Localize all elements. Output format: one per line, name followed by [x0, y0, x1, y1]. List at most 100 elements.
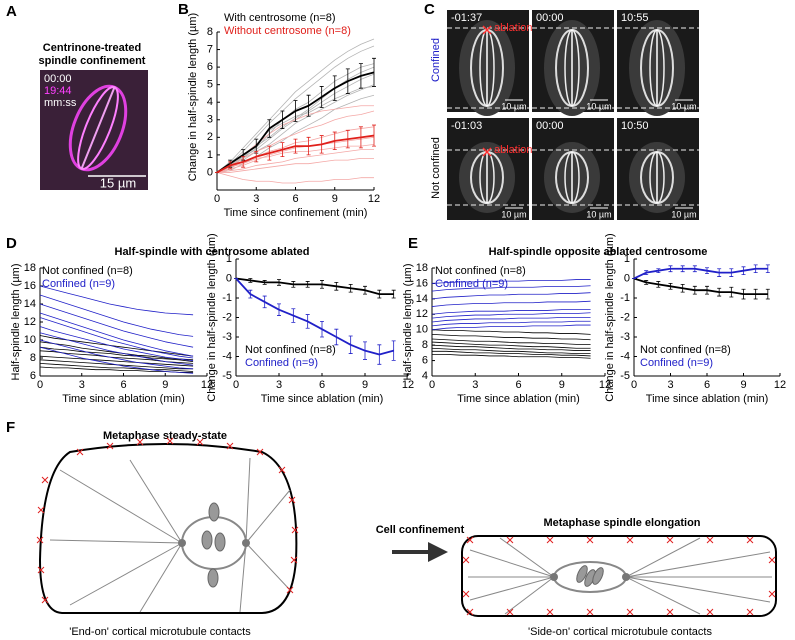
x-tick-label: 9	[740, 379, 746, 391]
arrowhead	[428, 542, 448, 562]
contact-mark	[41, 596, 49, 604]
x-tick-label: 12	[201, 379, 213, 391]
y-tick-label: -1	[222, 292, 232, 304]
row-label: Not confined	[430, 137, 442, 199]
x-tick-label: 12	[599, 379, 611, 391]
y-tick-label: 14	[416, 293, 428, 305]
y-tick-label: 16	[416, 277, 428, 289]
scale-bar-label: 15 µm	[100, 175, 136, 190]
legend-label: Confined (n=9)	[640, 357, 713, 369]
trace-line	[431, 309, 591, 315]
error-bar	[372, 57, 376, 87]
y-tick-label: 4	[422, 370, 428, 382]
x-tick-label: 6	[292, 193, 298, 205]
trace-line	[431, 316, 591, 323]
trace-line	[216, 172, 374, 184]
y-tick-label: 2	[207, 131, 213, 143]
contact-mark	[41, 476, 49, 484]
contact-mark	[666, 536, 674, 544]
legend-label: Confined (n=9)	[42, 278, 115, 290]
diagram-title: Metaphase spindle elongation	[543, 517, 700, 529]
trace-line	[39, 332, 194, 366]
y-tick-label: 14	[24, 298, 36, 310]
x-tick-label: 3	[253, 193, 259, 205]
x-tick-label: 6	[515, 379, 521, 391]
contact-mark	[37, 506, 45, 514]
diagram-title: Metaphase steady-state	[103, 430, 227, 442]
contact-mark	[546, 536, 554, 544]
y-tick-label: -2	[222, 311, 232, 323]
y-tick-label: -2	[620, 311, 630, 323]
x-tick-label: 0	[631, 379, 637, 391]
micrograph	[40, 70, 148, 190]
panel-title: Half-spindle with centrosome ablated	[115, 246, 310, 258]
contact-mark	[290, 556, 298, 564]
x-tick-label: 0	[214, 193, 220, 205]
x-tick-label: 0	[37, 379, 43, 391]
y-axis-label: Change in half-spindle length (µm)	[604, 233, 616, 401]
y-tick-label: 7	[207, 43, 213, 55]
trace-line	[431, 344, 591, 351]
microtubules	[468, 537, 772, 615]
spindle	[80, 86, 116, 170]
x-axis-label: Time since ablation (min)	[62, 393, 184, 405]
timestamp: 19:44	[44, 85, 72, 97]
mean-line	[235, 277, 394, 296]
x-tick-label: 0	[429, 379, 435, 391]
contact-mark	[226, 442, 234, 450]
contact-mark	[291, 526, 299, 534]
x-tick-label: 6	[120, 379, 126, 391]
legend-label: Not confined (n=8)	[42, 265, 133, 277]
y-tick-label: -4	[222, 350, 232, 362]
trace-line	[431, 341, 591, 349]
scale-bar-label: 10 µm	[586, 101, 611, 111]
y-tick-label: 12	[416, 308, 428, 320]
trace-line	[431, 279, 591, 284]
x-tick-label: 12	[774, 379, 786, 391]
y-tick-label: 0	[226, 272, 232, 284]
centrosome	[178, 539, 186, 547]
y-tick-label: 12	[24, 316, 36, 328]
legend-label: Confined (n=9)	[245, 357, 318, 369]
contact-mark	[768, 590, 776, 598]
contact-mark	[136, 438, 144, 446]
chromosomes	[201, 502, 226, 588]
panel-title: spindle confinement	[39, 55, 146, 67]
arrow-label: Cell confinement	[376, 524, 465, 536]
contact-mark	[462, 556, 470, 564]
y-tick-label: 1	[226, 253, 232, 265]
trace-line	[39, 285, 194, 316]
y-tick-label: 0	[207, 166, 213, 178]
trace-line	[39, 346, 194, 374]
panel-label: A	[6, 3, 17, 20]
row-label: Confined	[430, 38, 442, 82]
contact-mark	[506, 608, 514, 616]
trace-line	[432, 350, 591, 357]
x-tick-label: 3	[472, 379, 478, 391]
y-tick-label: 18	[416, 262, 428, 274]
x-tick-label: 9	[332, 193, 338, 205]
trace-line	[431, 333, 591, 341]
contact-mark	[76, 448, 84, 456]
y-tick-label: 0	[624, 272, 630, 284]
panel-title: Centrinone-treated	[43, 42, 141, 54]
mean-line	[235, 277, 394, 356]
legend-label: Not confined (n=8)	[435, 265, 526, 277]
cell-outline	[38, 443, 298, 614]
timestamp: 00:00	[536, 120, 564, 132]
panel-label: F	[6, 419, 15, 436]
chromosomes	[576, 565, 604, 587]
trace-line	[39, 326, 194, 362]
trace-line	[216, 149, 374, 173]
x-tick-label: 3	[276, 379, 282, 391]
contact-mark	[626, 608, 634, 616]
cortical-contacts	[36, 437, 776, 616]
x-tick-label: 3	[667, 379, 673, 391]
trace-line	[39, 339, 194, 370]
panel-label: B	[178, 1, 189, 18]
chromosome	[592, 567, 604, 585]
x-tick-label: 6	[704, 379, 710, 391]
